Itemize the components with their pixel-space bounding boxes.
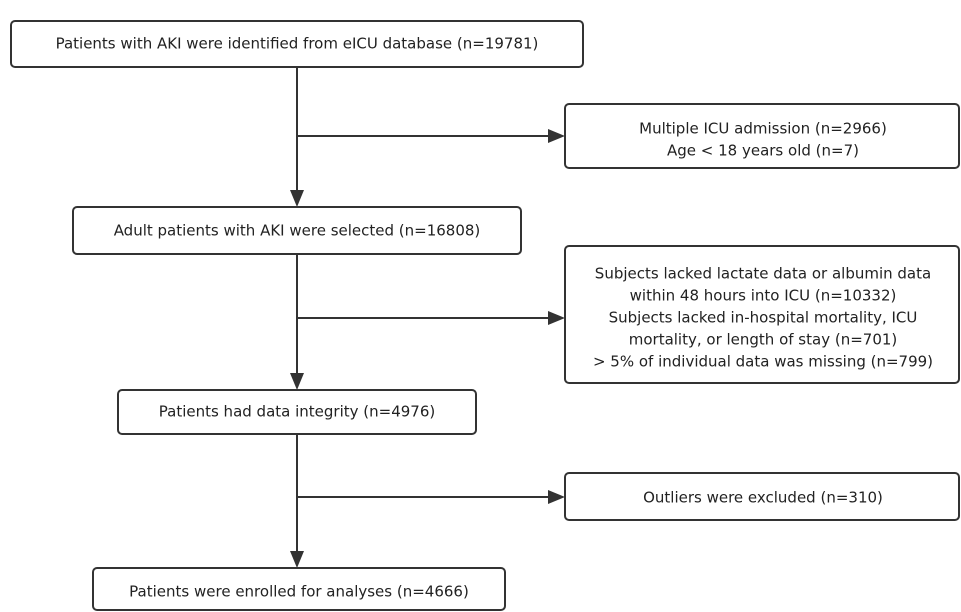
exclusion-box [564,103,960,169]
exclusion-line: mortality, or length of stay (n=701) [629,331,898,349]
exclusion-box [564,472,960,521]
arrow-head [290,373,304,390]
arrow-head [548,311,565,325]
step-box [72,206,522,255]
exclusion-box [564,245,960,384]
step-box [117,389,477,435]
arrow-head [548,490,565,504]
arrow-head [548,129,565,143]
step-label: Adult patients with AKI were selected (n… [114,222,481,240]
exclusion-line: Subjects lacked in-hospital mortality, I… [609,309,918,327]
exclusion-line: Age < 18 years old (n=7) [667,142,859,160]
exclusion-line: within 48 hours into ICU (n=10332) [630,287,897,305]
exclusion-line: Multiple ICU admission (n=2966) [639,120,887,138]
step-label: Patients were enrolled for analyses (n=4… [129,583,469,601]
step-box [10,20,584,68]
arrow-head [290,551,304,568]
exclusion-line: Outliers were excluded (n=310) [643,489,883,507]
exclusion-line: Subjects lacked lactate data or albumin … [595,265,931,283]
exclusion-line: > 5% of individual data was missing (n=7… [593,353,933,371]
arrow-head [290,190,304,207]
step-label: Patients had data integrity (n=4976) [159,403,435,421]
connectors [290,67,565,568]
step-box [92,567,506,611]
step-label: Patients with AKI were identified from e… [56,35,539,53]
